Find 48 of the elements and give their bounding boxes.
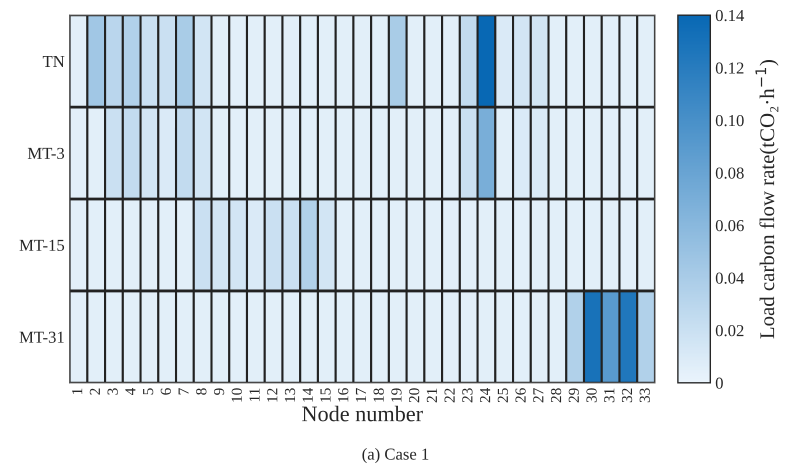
color-bar-label: 0.14 <box>716 10 744 22</box>
x-tick-label: 21 <box>426 388 437 402</box>
x-tick-label: 20 <box>409 388 420 402</box>
x-tick-label: 14 <box>302 388 313 402</box>
x-tick-label: 13 <box>284 388 296 402</box>
color-bar-label: 0.12 <box>716 62 744 74</box>
x-tick-label: 5 <box>143 388 154 394</box>
x-tick-label: 29 <box>568 388 579 402</box>
x-tick-label: 17 <box>356 388 366 402</box>
x-tick-label: 22 <box>444 388 455 402</box>
x-tick-label: 23 <box>462 388 473 402</box>
x-axis-title: Node number <box>302 406 423 422</box>
x-tick-label: 3 <box>108 388 118 395</box>
x-tick-label: 30 <box>586 388 597 402</box>
x-tick-label: 4 <box>125 388 136 396</box>
x-tick-label: 16 <box>338 388 348 402</box>
color-bar-title: Load carbon flow rate(tCO₂·h$^{−1}$) <box>755 60 778 339</box>
x-tick-label: 11 <box>249 388 260 402</box>
x-tick-label: 19 <box>391 388 402 402</box>
text: (a) Case 1 <box>362 448 428 464</box>
x-tick-label: 33 <box>640 388 650 402</box>
x-tick-label: 8 <box>196 388 206 395</box>
color-bar-label: 0.02 <box>716 325 744 336</box>
color-bar-label: 0.04 <box>716 272 744 284</box>
x-tick-label: 12 <box>267 388 278 402</box>
y-tick-label: MT-3 <box>28 148 64 160</box>
x-tick-label: 1 <box>72 388 82 394</box>
y-tick-label: TN <box>42 56 64 67</box>
color-bar-label: 0.08 <box>716 167 744 179</box>
x-tick-label: 7 <box>178 388 189 394</box>
x-tick-label: 27 <box>533 388 544 402</box>
x-tick-label: 24 <box>480 388 490 402</box>
color-bar-label: 0.10 <box>716 114 744 126</box>
y-tick-label: MT-15 <box>20 240 64 251</box>
x-tick-label: 18 <box>374 388 384 402</box>
x-tick-label: 10 <box>232 388 242 402</box>
x-tick-label: 2 <box>90 388 100 395</box>
x-tick-label: 9 <box>214 388 224 395</box>
x-tick-label: 32 <box>622 388 632 402</box>
x-tick-label: 26 <box>515 388 526 402</box>
x-tick-label: 25 <box>498 388 508 402</box>
x-tick-label: 15 <box>320 388 331 402</box>
x-tick-label: 6 <box>160 388 171 395</box>
color-bar-label: 0 <box>716 378 723 389</box>
y-tick-label: MT-31 <box>20 332 64 343</box>
color-bar-label: 0.06 <box>716 220 744 232</box>
x-tick-label: 28 <box>550 388 562 402</box>
x-tick-label: 31 <box>604 388 614 402</box>
